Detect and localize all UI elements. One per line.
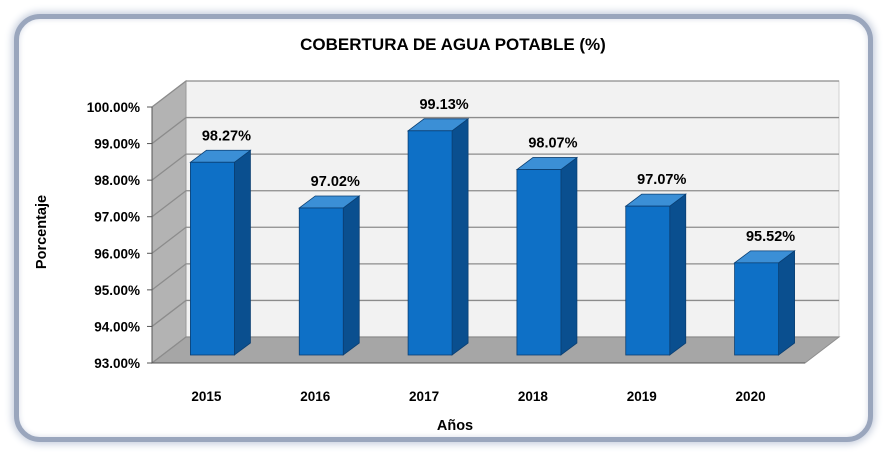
gridline bbox=[151, 226, 839, 254]
chart-title: COBERTURA DE AGUA POTABLE (%) bbox=[300, 35, 606, 54]
y-tick-label: 100.00% bbox=[87, 100, 140, 115]
gridline bbox=[151, 153, 839, 181]
bar bbox=[298, 207, 344, 356]
data-label: 99.13% bbox=[419, 97, 468, 113]
x-tick-label: 2017 bbox=[409, 389, 439, 404]
y-tick-label: 96.00% bbox=[94, 246, 140, 261]
y-tick-label: 93.00% bbox=[94, 356, 140, 371]
y-tick-label: 98.00% bbox=[94, 173, 140, 188]
x-tick-label: 2016 bbox=[300, 389, 331, 404]
bar bbox=[625, 205, 671, 356]
gridline bbox=[151, 336, 839, 364]
bar-side bbox=[669, 193, 687, 356]
data-label: 95.52% bbox=[746, 229, 795, 245]
chart-plot-area: 93.00% 94.00% 95.00% 96.00% 97.00% 98.00% 99.0… bbox=[87, 79, 841, 404]
y-tick-label: 97.00% bbox=[94, 210, 140, 225]
x-tick-label: 2020 bbox=[736, 389, 766, 404]
bar-side bbox=[234, 149, 251, 356]
gridline bbox=[151, 299, 839, 327]
gridline bbox=[151, 80, 839, 108]
bar-side bbox=[778, 250, 795, 356]
chart-side-wall bbox=[151, 79, 187, 365]
y-tick-label: 99.00% bbox=[94, 137, 140, 152]
y-tick-label: 95.00% bbox=[94, 283, 140, 298]
x-tick-label: 2018 bbox=[518, 389, 549, 404]
gridline bbox=[151, 116, 839, 145]
bar bbox=[516, 169, 562, 356]
gridline bbox=[151, 190, 839, 218]
bar bbox=[407, 130, 453, 356]
data-label: 98.27% bbox=[202, 128, 251, 144]
data-label: 97.07% bbox=[637, 172, 686, 188]
bar-side bbox=[342, 195, 360, 356]
x-tick-label: 2015 bbox=[191, 389, 222, 404]
bar-side bbox=[560, 156, 578, 356]
gridline bbox=[151, 263, 839, 291]
bar-side bbox=[451, 118, 469, 356]
data-label: 97.02% bbox=[311, 174, 360, 190]
bar bbox=[734, 262, 779, 356]
x-axis-title: Años bbox=[437, 418, 473, 434]
y-tick-label: 94.00% bbox=[94, 319, 140, 334]
x-tick-label: 2019 bbox=[627, 389, 657, 404]
y-axis-title: Porcentaje bbox=[34, 195, 50, 269]
data-label: 98.07% bbox=[528, 136, 577, 152]
bar bbox=[190, 161, 235, 356]
